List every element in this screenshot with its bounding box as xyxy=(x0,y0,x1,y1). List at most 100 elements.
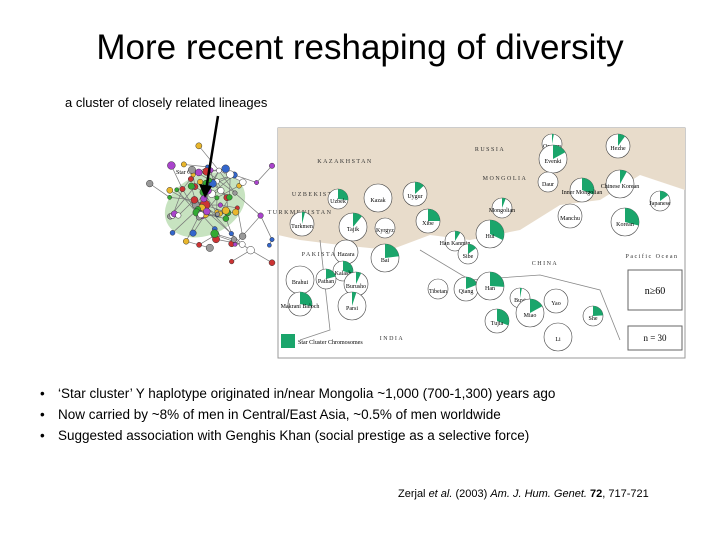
pie-wedge xyxy=(553,145,566,159)
network-node xyxy=(254,180,259,185)
pie-wedge xyxy=(593,306,603,316)
network-node xyxy=(221,164,230,173)
network-node xyxy=(222,215,230,222)
population-label: Japanese xyxy=(649,201,671,207)
bullet: ‘Star cluster’ Y haplotype originated in… xyxy=(38,386,708,407)
map: n≥60 n = 30 Star Cluster Chromosomes RUS… xyxy=(268,127,686,359)
network-node xyxy=(196,241,202,248)
network-edge xyxy=(220,204,238,209)
legend-box xyxy=(627,269,683,311)
pie-wedge xyxy=(520,288,522,298)
authors: Zerjal xyxy=(398,488,429,500)
network-edge xyxy=(215,234,243,245)
region-label: INDIA xyxy=(380,336,405,342)
population-label: Han xyxy=(485,286,495,292)
network-edge xyxy=(182,188,197,213)
network-node xyxy=(167,194,172,200)
network-node xyxy=(182,238,190,245)
network-node xyxy=(205,243,214,252)
network-node xyxy=(226,194,233,201)
pie-wedge xyxy=(353,213,362,227)
network-edge xyxy=(183,164,208,168)
title: More recent reshaping of diversity xyxy=(96,28,624,67)
pie-wedge xyxy=(300,292,312,307)
population-label: Mongolian xyxy=(489,208,515,214)
network-edge xyxy=(149,183,170,198)
annotation: a cluster of closely related lineages xyxy=(65,95,268,110)
network-edge xyxy=(216,185,240,199)
network-node xyxy=(216,167,222,174)
network-node xyxy=(239,178,247,186)
pages: , 717-721 xyxy=(602,488,649,500)
network-node xyxy=(146,180,154,188)
population-label: Sibe xyxy=(463,254,474,260)
network-node xyxy=(188,165,196,174)
pie-wedge xyxy=(326,269,336,279)
arrow xyxy=(204,115,220,191)
population-label: Daur xyxy=(542,182,554,188)
pie-wedge xyxy=(625,208,639,226)
population-label: Korean xyxy=(616,222,634,228)
etal: et al. xyxy=(428,488,453,500)
legend-label: n = 30 xyxy=(643,333,667,343)
pie-wedge xyxy=(356,272,362,284)
network-node xyxy=(257,212,264,219)
year: (2003) xyxy=(452,488,491,500)
network-node xyxy=(217,187,225,195)
pie-wedge xyxy=(352,292,357,306)
network-node xyxy=(180,161,187,168)
region-label: CHINA xyxy=(532,261,559,267)
population-label: Han Kanmin xyxy=(440,241,471,247)
population-pie xyxy=(427,278,449,300)
network-edge xyxy=(171,165,183,190)
pie-wedge xyxy=(620,170,627,184)
pie-wedge xyxy=(497,309,509,326)
network-node xyxy=(174,187,180,193)
pie-wedge xyxy=(582,178,594,195)
population-label: Tajik xyxy=(347,227,359,233)
network-node xyxy=(232,208,240,216)
network-node xyxy=(229,259,235,265)
network-node xyxy=(190,196,199,204)
network-node xyxy=(228,231,234,237)
network-node xyxy=(226,170,235,179)
network-edge xyxy=(206,171,236,194)
pie-wedge xyxy=(343,261,353,275)
region-label: RUSSIA xyxy=(475,147,505,153)
population-label: Burusho xyxy=(346,284,366,290)
volume: 72 xyxy=(586,488,603,500)
arrow-head xyxy=(199,184,212,198)
population-label: Tibetan xyxy=(429,289,447,295)
network-node xyxy=(187,182,195,190)
citation: Zerjal et al. (2003) Am. J. Hum. Genet. … xyxy=(398,488,649,500)
bullet: Now carried by ~8% of men in Central/Eas… xyxy=(38,407,708,428)
population-label: Kazak xyxy=(370,198,385,204)
network-node xyxy=(238,241,246,248)
network-edge xyxy=(250,249,273,264)
network-node xyxy=(175,212,182,219)
legend-label: Star Cluster Chromosomes xyxy=(298,340,363,346)
population-pie xyxy=(363,183,393,213)
network-node xyxy=(267,242,272,248)
region-label: Pacific Ocean xyxy=(626,253,679,260)
network-node xyxy=(230,236,238,243)
network-node xyxy=(232,190,238,196)
legend-swatch xyxy=(281,334,295,348)
pie-wedge xyxy=(428,209,440,221)
population-label: Hazara xyxy=(338,252,355,258)
network-edge xyxy=(198,145,220,171)
network-node xyxy=(217,202,223,208)
population-label: Inner Mongolian xyxy=(562,190,603,196)
population-label: Manchu xyxy=(560,216,580,222)
population-label: Hezhe xyxy=(610,146,626,152)
network-node xyxy=(197,211,205,219)
population-label: Kalash xyxy=(335,271,352,277)
region-label: PAKISTAN xyxy=(302,252,343,258)
pie-wedge xyxy=(455,231,461,241)
network-node xyxy=(197,178,204,185)
network-node xyxy=(246,246,255,255)
network-node xyxy=(166,187,174,194)
region-label: KAZAKHSTAN xyxy=(317,159,373,165)
